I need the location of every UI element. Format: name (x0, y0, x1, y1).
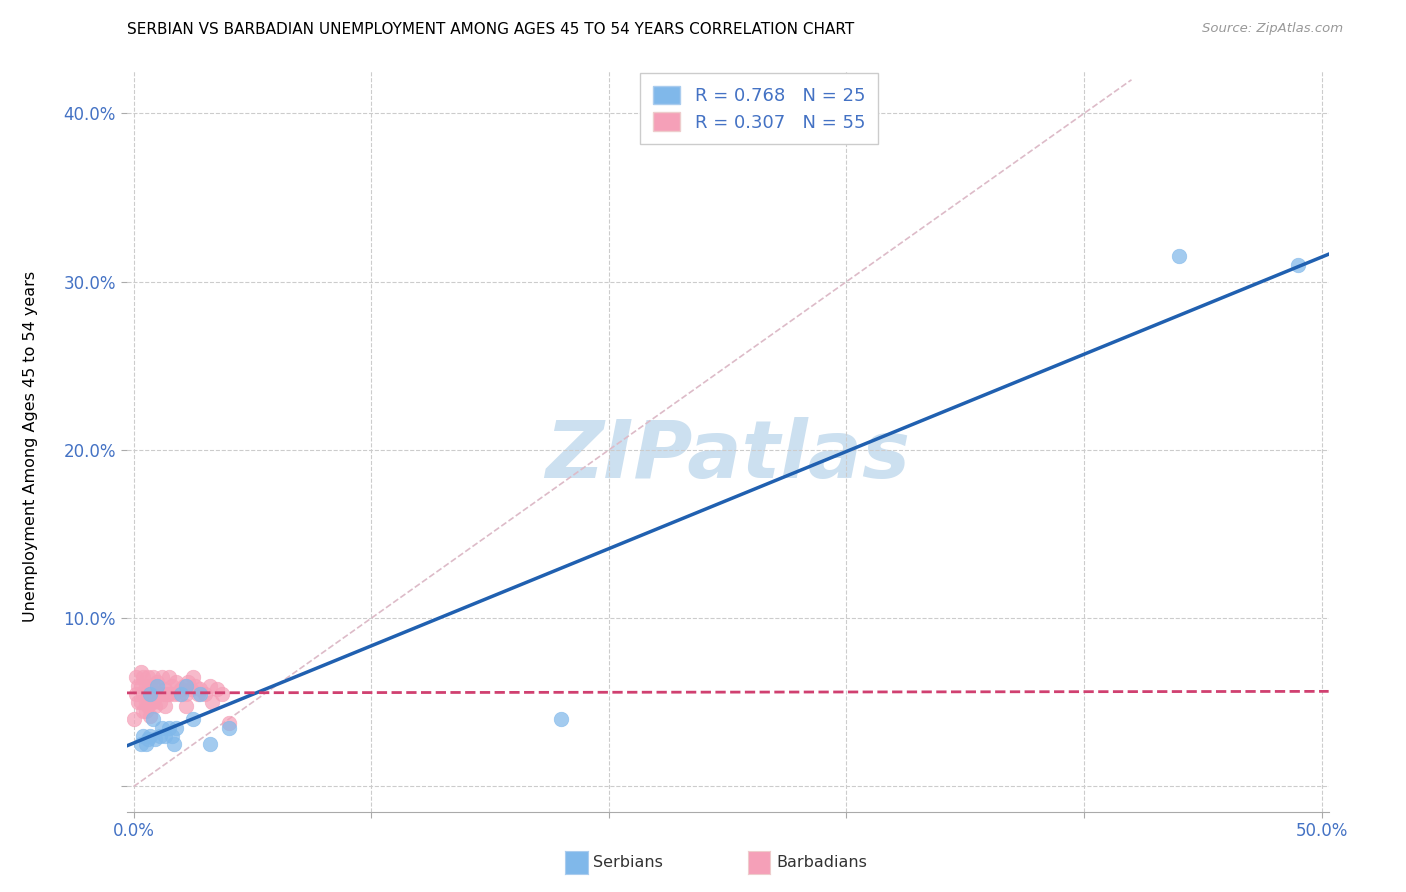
Point (157, 721, 180, 735)
Point (181, 670, 204, 684)
Point (135, 679, 157, 693)
Point (1286, 258, 1309, 272)
Point (153, 681, 176, 696)
Point (136, 670, 159, 684)
Point (143, 698, 166, 713)
Point (142, 670, 165, 684)
Point (132, 729, 155, 743)
Point (129, 738, 152, 752)
Text: SERBIAN VS BARBADIAN UNEMPLOYMENT AMONG AGES 45 TO 54 YEARS CORRELATION CHART: SERBIAN VS BARBADIAN UNEMPLOYMENT AMONG … (127, 22, 853, 37)
Point (188, 687, 211, 701)
Point (139, 708, 162, 723)
Point (177, 675, 200, 690)
Point (156, 687, 179, 701)
Point (170, 687, 193, 701)
Point (125, 670, 148, 684)
Point (150, 670, 173, 684)
Point (146, 679, 169, 693)
Point (157, 670, 180, 684)
Point (173, 679, 195, 693)
Point (127, 695, 149, 709)
Point (146, 675, 169, 690)
Point (135, 738, 157, 752)
Point (205, 681, 228, 696)
Point (180, 681, 202, 696)
Point (187, 687, 209, 701)
Point (135, 704, 157, 718)
Legend: R = 0.768   N = 25, R = 0.307   N = 55: R = 0.768 N = 25, R = 0.307 N = 55 (641, 73, 877, 145)
Point (136, 687, 159, 701)
Point (174, 679, 197, 693)
Point (218, 721, 240, 735)
Point (135, 695, 157, 709)
Point (160, 679, 183, 693)
Point (125, 687, 148, 701)
Point (132, 704, 155, 718)
Point (174, 687, 197, 701)
Point (142, 679, 165, 693)
Point (550, 712, 572, 726)
Point (153, 698, 176, 713)
Point (136, 698, 159, 713)
Text: Unemployment Among Ages 45 to 54 years: Unemployment Among Ages 45 to 54 years (24, 270, 38, 622)
Text: Source: ZipAtlas.com: Source: ZipAtlas.com (1202, 22, 1343, 36)
Point (142, 712, 165, 726)
Point (165, 675, 187, 690)
Point (149, 695, 172, 709)
Point (174, 698, 197, 713)
Point (149, 729, 172, 743)
Point (132, 687, 155, 701)
Point (139, 729, 162, 743)
Point (129, 665, 152, 679)
Point (167, 687, 190, 701)
Point (201, 695, 224, 709)
Point (188, 681, 211, 696)
Point (163, 687, 186, 701)
Point (218, 715, 240, 730)
Point (129, 695, 152, 709)
Point (139, 687, 162, 701)
Point (1168, 249, 1191, 264)
Point (139, 695, 162, 709)
Point (132, 670, 155, 684)
Point (143, 687, 166, 701)
Point (143, 732, 166, 747)
Point (142, 695, 165, 709)
Point (194, 687, 217, 701)
Point (136, 732, 159, 747)
Point (122, 712, 145, 726)
Point (198, 738, 221, 752)
Point (129, 679, 152, 693)
Point (170, 681, 193, 696)
Point (211, 687, 233, 701)
Point (146, 687, 169, 701)
Point (165, 721, 187, 735)
Point (157, 687, 180, 701)
Text: Barbadians: Barbadians (776, 855, 868, 870)
Text: ZIPatlas: ZIPatlas (546, 417, 910, 495)
Point (153, 729, 176, 743)
Point (127, 679, 149, 693)
Point (181, 712, 204, 726)
Point (150, 687, 173, 701)
Point (150, 721, 173, 735)
Point (184, 679, 207, 693)
Point (139, 679, 162, 693)
Point (163, 738, 186, 752)
Text: Serbians: Serbians (593, 855, 664, 870)
Point (160, 729, 183, 743)
Point (198, 679, 221, 693)
